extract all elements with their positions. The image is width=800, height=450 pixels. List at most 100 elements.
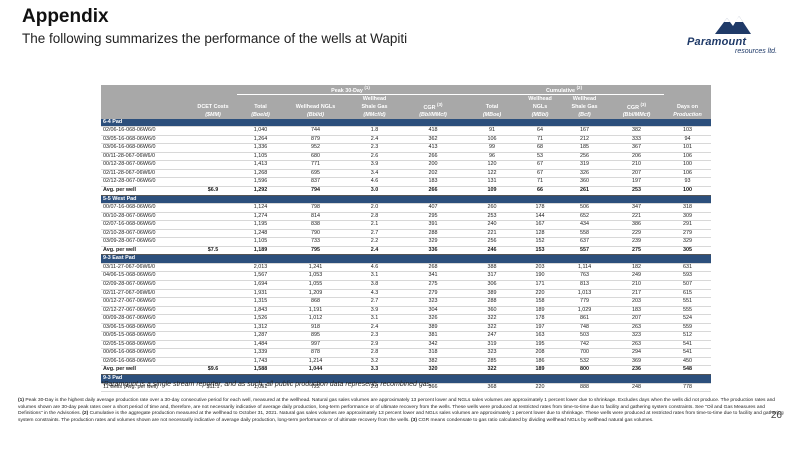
table-cell: 558: [560, 229, 610, 239]
table-cell: 615: [664, 289, 712, 299]
table-cell: 288: [464, 297, 521, 307]
table-cell: 279: [402, 289, 465, 299]
column-header-5: Total: [464, 102, 521, 112]
table-cell: 1.8: [347, 126, 402, 136]
well-id: 00/12-27-067-06W6/0: [101, 297, 189, 307]
table-cell: 248: [609, 383, 665, 393]
table-cell: 294: [609, 348, 665, 358]
table-cell: 171: [520, 280, 561, 290]
table-cell: 407: [402, 203, 465, 213]
table-cell: 2.0: [347, 383, 402, 393]
avg-cell: 794: [284, 186, 347, 196]
recombined-gas-note: *Paramount is a single stream reporter, …: [101, 381, 433, 388]
avg-per-well-row: Avg. per well $9.6 1,588 1,044 3.3 320 322 189 8…: [101, 365, 712, 375]
table-cell: 128: [520, 229, 561, 239]
table-cell: 680: [284, 152, 347, 162]
wells-performance-table: Peak 30-Day (1) Cumulative (2) Wellhead W…: [101, 85, 712, 393]
table-cell: 1,241: [284, 263, 347, 273]
table-cell: 1,114: [560, 263, 610, 273]
table-cell: 67: [520, 160, 561, 170]
column-header-6: NGLs: [520, 102, 561, 112]
table-cell: [189, 280, 237, 290]
well-id: 03/05-16-068-06W6/0: [101, 135, 189, 145]
table-cell: 1,274: [237, 212, 284, 222]
table-cell: 333: [609, 135, 665, 145]
avg-cell: 548: [664, 365, 712, 375]
well-column-header: [101, 94, 189, 103]
footnote-2: Cumulative is the aggregate production m…: [18, 411, 784, 424]
table-cell: 1,191: [284, 306, 347, 316]
column-header-top-7: Wellhead: [560, 94, 610, 103]
table-cell: 4.3: [347, 289, 402, 299]
footnote-3: CGR means condensate to gas ratio calcul…: [418, 418, 654, 424]
table-cell: 183: [609, 306, 665, 316]
table-cell: 1,105: [237, 152, 284, 162]
avg-cell: 322: [464, 365, 521, 375]
pad-section-header: 6-4 Pad: [101, 118, 712, 128]
table-row: 00/10-28-067-06W6/0 1,274 814 2.8 295 253 144 6…: [101, 212, 712, 222]
avg-cell: 1,044: [284, 365, 347, 375]
table-cell: 96: [464, 152, 521, 162]
table-cell: 106: [664, 169, 712, 179]
table-cell: 100: [664, 160, 712, 170]
table-cell: 323: [609, 331, 665, 341]
table-cell: 326: [560, 169, 610, 179]
column-header-1: Total: [237, 102, 284, 112]
table-cell: 240: [464, 220, 521, 230]
table-cell: 1,596: [237, 177, 284, 187]
table-cell: [189, 177, 237, 187]
table-cell: [189, 348, 237, 358]
column-header-top-1: [237, 94, 284, 103]
table-row: 02/06-16-068-06W6/0 1,743 1,214 3.2 382 285 18…: [101, 357, 712, 367]
table-cell: 878: [284, 348, 347, 358]
table-cell: 197: [609, 177, 665, 187]
table-cell: 93: [664, 177, 712, 187]
table-cell: [189, 203, 237, 213]
table-cell: 221: [464, 229, 521, 239]
well-id: 02/10-28-067-06W6/0: [101, 229, 189, 239]
well-id: 00/12-28-067-06W6/0: [101, 160, 189, 170]
peak-30-day-header: Peak 30-Day (1): [237, 85, 465, 96]
avg-cell: $6.9: [189, 186, 237, 196]
table-cell: 2.8: [347, 348, 402, 358]
table-cell: [189, 271, 237, 281]
table-cell: [189, 314, 237, 324]
table-cell: [189, 237, 237, 247]
table-cell: 1,012: [284, 314, 347, 324]
avg-cell: 336: [402, 246, 465, 256]
table-cell: 541: [664, 348, 712, 358]
avg-cell: 2.4: [347, 246, 402, 256]
table-cell: 200: [402, 160, 465, 170]
table-row: 11 wells (Avg. per well) $11.1 1,051 722 2.0…: [101, 383, 712, 393]
table-cell: 506: [560, 203, 610, 213]
table-cell: 1,040: [237, 126, 284, 136]
table-cell: 1,843: [237, 306, 284, 316]
table-cell: [189, 212, 237, 222]
table-cell: 362: [402, 135, 465, 145]
table-cell: 2.4: [347, 135, 402, 145]
well-id: 02/05-15-068-06W6/0: [101, 340, 189, 350]
table-cell: 152: [520, 237, 561, 247]
well-id: 02/09-28-067-06W6/0: [101, 280, 189, 290]
table-cell: 247: [464, 331, 521, 341]
table-cell: [189, 160, 237, 170]
table-row: 00/05-15-068-06W6/0 1,287 895 2.3 381 247 163 5…: [101, 331, 712, 341]
well-column-header: [101, 102, 189, 112]
table-cell: 195: [520, 340, 561, 350]
well-id: 00/09-28-067-06W6/0: [101, 314, 189, 324]
table-cell: 206: [609, 152, 665, 162]
avg-cell: $7.5: [189, 246, 237, 256]
table-cell: 178: [520, 203, 561, 213]
well-id: 02/07-16-068-06W6/0: [101, 220, 189, 230]
column-unit-4: (Bbl/MMcf): [402, 111, 465, 119]
column-header-4: CGR (3): [402, 102, 465, 112]
avg-cell: 266: [402, 186, 465, 196]
well-id: 03/09-28-067-06W6/0: [101, 237, 189, 247]
well-column-header: [101, 111, 189, 119]
page-subtitle: The following summarizes the performance…: [22, 31, 408, 46]
table-cell: 360: [560, 177, 610, 187]
well-id: 03/06-16-068-06W6/0: [101, 143, 189, 153]
table-row: 03/06-16-068-06W6/0 1,336 952 2.3 413 99 68 185…: [101, 143, 712, 153]
table-cell: 183: [402, 177, 465, 187]
column-unit-6: (MBbl): [520, 111, 561, 119]
